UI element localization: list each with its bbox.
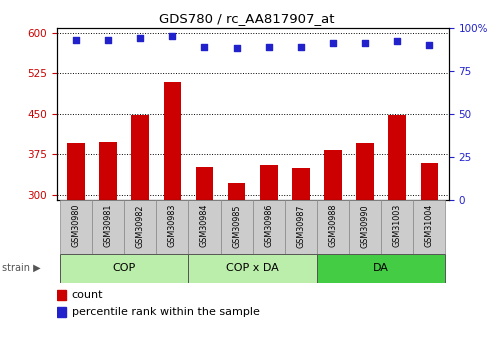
Bar [196, 167, 213, 200]
Bar [57, 307, 67, 317]
Text: GSM30986: GSM30986 [264, 204, 273, 247]
Bar [156, 200, 188, 254]
Point [233, 46, 241, 51]
Text: GSM31004: GSM31004 [425, 204, 434, 247]
Bar [132, 116, 149, 200]
Text: COP x DA: COP x DA [226, 263, 279, 273]
Point [136, 35, 144, 41]
Text: GSM30987: GSM30987 [296, 204, 305, 247]
Point [201, 44, 209, 49]
Point [169, 33, 176, 39]
Bar [421, 164, 438, 200]
Point [265, 44, 273, 49]
Bar [260, 165, 278, 200]
Text: GSM30980: GSM30980 [71, 204, 80, 247]
Text: GSM31003: GSM31003 [393, 204, 402, 247]
Text: GSM30988: GSM30988 [328, 204, 338, 247]
Point [425, 42, 433, 48]
Bar [317, 200, 349, 254]
Bar [381, 200, 413, 254]
Text: count: count [71, 290, 103, 300]
Bar [60, 200, 92, 254]
Text: GSM30981: GSM30981 [104, 204, 112, 247]
Bar [99, 142, 117, 200]
Text: GSM30984: GSM30984 [200, 204, 209, 247]
Bar [57, 290, 67, 300]
Bar [188, 254, 317, 283]
Point [361, 40, 369, 46]
Bar [124, 200, 156, 254]
Text: GSM30982: GSM30982 [136, 204, 145, 247]
Bar [285, 200, 317, 254]
Bar [228, 183, 246, 200]
Bar [356, 144, 374, 200]
Point [72, 37, 80, 42]
Bar [317, 254, 445, 283]
Bar [388, 115, 406, 200]
Bar [349, 200, 381, 254]
Text: COP: COP [112, 263, 136, 273]
Text: GDS780 / rc_AA817907_at: GDS780 / rc_AA817907_at [159, 12, 334, 25]
Bar [253, 200, 285, 254]
Bar [413, 200, 445, 254]
Bar [92, 200, 124, 254]
Bar [67, 144, 85, 200]
Point [329, 40, 337, 46]
Bar [188, 200, 220, 254]
Bar [292, 168, 310, 200]
Text: DA: DA [373, 263, 389, 273]
Bar [324, 150, 342, 200]
Text: percentile rank within the sample: percentile rank within the sample [71, 307, 259, 317]
Text: strain ▶: strain ▶ [2, 263, 41, 273]
Text: GSM30983: GSM30983 [168, 204, 177, 247]
Bar [164, 81, 181, 200]
Point [104, 37, 112, 42]
Point [297, 44, 305, 49]
Bar [220, 200, 253, 254]
Text: GSM30990: GSM30990 [360, 204, 370, 247]
Text: GSM30985: GSM30985 [232, 204, 241, 247]
Point [393, 39, 401, 44]
Bar [60, 254, 188, 283]
